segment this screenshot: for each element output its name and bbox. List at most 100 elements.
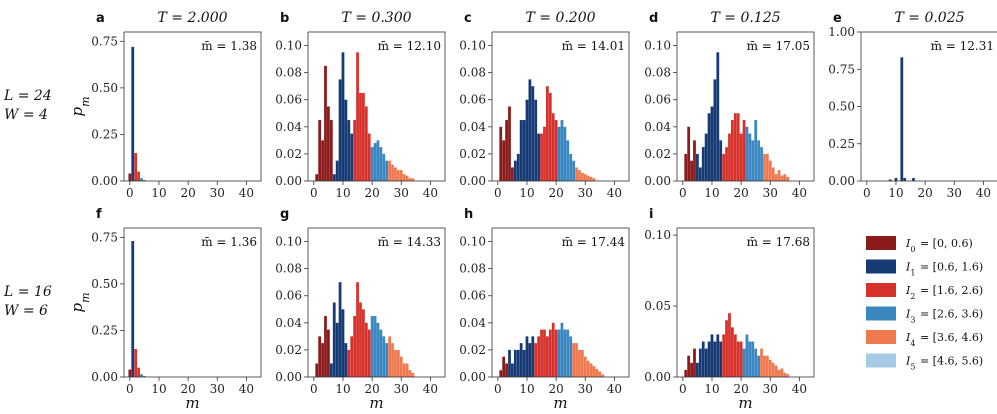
panel-i-bar-m34 (780, 368, 784, 377)
panel-d-xtick-label: 40 (792, 186, 807, 200)
panel-h-ytick-label: 0.08 (459, 262, 486, 276)
panel-e-xtick-label: 30 (947, 186, 962, 200)
panel-g-bar-m19 (367, 329, 371, 377)
panel-f-xtick-label: 0 (126, 382, 134, 396)
panel-d-bar-m15 (725, 147, 728, 181)
panel-i-bar-m28 (763, 355, 766, 377)
panel-b-bar-m6 (329, 120, 333, 181)
panel-e-mean-annotation: m̄ = 12.31 (931, 39, 994, 53)
panel-b-ytick-label: 0.08 (275, 66, 302, 80)
panel-f-xtick-label: 20 (180, 382, 195, 396)
panel-g-xtick-label: 40 (423, 382, 438, 396)
panel-i-bar-m2 (687, 355, 691, 377)
panel-g-bar-m15 (356, 282, 359, 377)
panel-d-bar-m1 (684, 153, 688, 181)
panel-b-xtick-label: 40 (423, 186, 438, 200)
ylabel-row-1: pm (68, 292, 92, 312)
panel-g-bar-m14 (353, 316, 357, 377)
legend-label-I0: I0 = [0, 0.6) (905, 237, 973, 254)
panel-b-letter: b (280, 11, 289, 26)
panel-i-bar-m13 (719, 341, 723, 377)
panel-c-bar-m7 (516, 153, 520, 181)
panel-g-ytick-label: 0.00 (275, 370, 302, 384)
panel-d-ytick-label: 0.10 (644, 39, 671, 53)
panel-b-bar-m30 (399, 170, 403, 181)
panel-d-bar-m20 (739, 133, 743, 181)
panel-d-bar-m7 (701, 147, 705, 181)
legend-label-I5: I5 = [4.6, 5.6) (905, 355, 983, 372)
panel-d-bar-m29 (765, 153, 769, 181)
panel-g-bar-m7 (332, 302, 336, 377)
panel-i-axes-frame (676, 227, 815, 378)
panel-b-bar-m33 (408, 178, 412, 181)
panel-d-ytick-label: 0.06 (644, 93, 671, 107)
panel-b-mean-annotation: m̄ = 12.10 (378, 39, 441, 53)
panel-h-bar-m23 (563, 329, 567, 377)
panel-b-bar-m25 (385, 160, 389, 181)
panel-h-ytick-label: 0.06 (459, 289, 486, 303)
panel-h-xtick-label: 40 (607, 382, 622, 396)
panel-i-xtick-label: 20 (733, 382, 748, 396)
panel-b-bar-m8 (335, 160, 339, 181)
panel-b-bar-m23 (379, 147, 383, 181)
panel-d-bar-m18 (733, 113, 737, 181)
panel-i-bar-m12 (716, 334, 720, 377)
panel-g-bar-m24 (382, 336, 386, 377)
panel-h-bar-m25 (569, 336, 573, 377)
panel-b-axes-frame (307, 31, 446, 182)
panel-a-ytick-label: 0.25 (91, 127, 118, 141)
panel-g-bar-m32 (405, 363, 409, 377)
panel-d-bar-m3 (690, 160, 693, 181)
panel-g-bar-m23 (379, 329, 383, 377)
panel-h-bar-m2 (502, 356, 506, 377)
panel-i-bar-m36 (786, 374, 790, 377)
panel-h-bar-m6 (513, 349, 517, 377)
panel-f-ytick-label: 0.50 (91, 277, 118, 291)
panel-b-bar-m1 (315, 174, 319, 181)
panel-e-ytick-label: 0.25 (828, 137, 855, 151)
panel-e: 0.00 0.25 0.50 0.75 1.00 0 10 20 30 40 e T = 0.025 m… (828, 10, 997, 200)
panel-c-bar-m28 (578, 170, 581, 181)
panel-h-bar-m7 (516, 349, 520, 377)
panel-i-mean-annotation: m̄ = 17.68 (747, 235, 810, 249)
panel-g-bar-m9 (338, 282, 342, 377)
panel-b-bar-m34 (411, 178, 415, 181)
panel-h-xtick-label: 0 (494, 382, 502, 396)
panel-h-bar-m1 (499, 370, 503, 377)
panel-i-bar-m9 (707, 341, 711, 377)
panel-i-bar-m8 (704, 348, 708, 377)
panel-c-title: T = 0.200 (525, 10, 595, 26)
panel-h-bar-m30 (583, 356, 587, 377)
panel-b-bar-m12 (347, 120, 351, 181)
panel-c-ytick-label: 0.08 (459, 66, 486, 80)
panel-c-bar-m12 (531, 86, 535, 181)
panel-b-bar-m17 (361, 92, 365, 181)
panel-d-bar-m10 (710, 106, 714, 181)
panel-c-bar-m32 (589, 176, 593, 181)
panel-h-bar-m21 (557, 329, 561, 377)
panel-f-bar-m2 (134, 349, 138, 377)
panel-i-bar-m25 (754, 348, 758, 377)
legend-swatch-I3 (866, 306, 896, 321)
panel-a-mean-annotation: m̄ = 1.38 (201, 39, 257, 53)
panel-e-xtick-label: 10 (888, 186, 903, 200)
panel-h-bar-m5 (511, 363, 514, 377)
panel-i-bar-m30 (768, 359, 772, 377)
panel-d-bar-m27 (760, 147, 763, 181)
panel-d-bar-m33 (777, 170, 781, 181)
legend-swatch-I5 (866, 353, 896, 368)
panel-h-bar-m13 (534, 343, 538, 377)
panel-g-bar-m33 (408, 370, 412, 377)
ylabel-row-0: pm (68, 96, 92, 116)
panel-g-ytick-label: 0.10 (275, 235, 302, 249)
panel-a-bar-m3 (137, 171, 140, 181)
legend: I0 = [0, 0.6) I1 = [0.6, 1.6) I2 = [1.6, 2… (866, 236, 983, 371)
legend-swatch-I0 (866, 236, 896, 250)
panel-e-ytick-label: 0.00 (828, 174, 855, 188)
panel-d-bar-m14 (722, 153, 726, 181)
panel-c-axes-frame (491, 31, 630, 182)
panel-e-ytick-label: 1.00 (828, 25, 855, 39)
panel-d: 0.00 0.02 0.04 0.06 0.08 0.10 0 10 20 30 40 d T = 0.… (644, 10, 815, 200)
panel-g-bar-m29 (396, 349, 400, 377)
panel-c-ytick-label: 0.10 (459, 39, 486, 53)
